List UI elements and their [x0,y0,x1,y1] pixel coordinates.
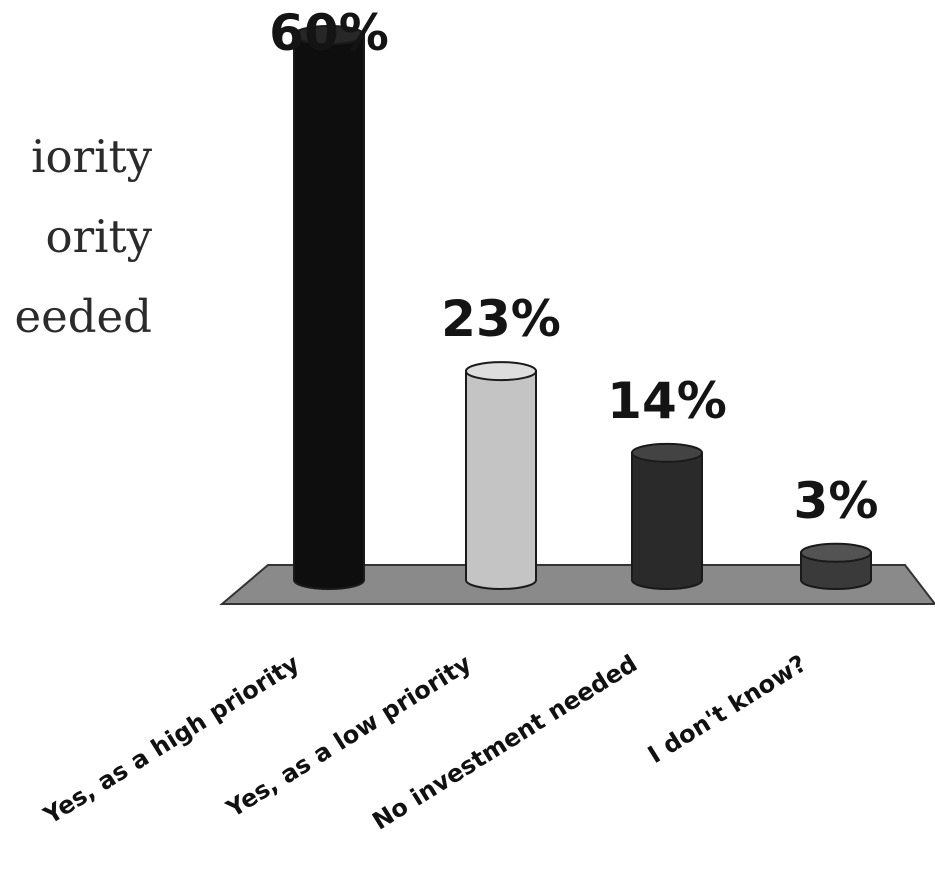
category-label-i-don-t-know: I don't know? [643,649,811,769]
bar-body [631,451,703,590]
value-label-no-investment-needed: 14% [607,372,727,430]
legend-item-low-priority: ority [45,210,152,263]
bar-yes-as-a-low-priority [465,361,537,590]
value-label-yes-as-a-high-priority: 60% [269,4,389,62]
bar-top [631,442,703,463]
value-label-i-don-t-know: 3% [794,472,879,530]
bar-no-investment-needed [631,442,703,590]
bar-body [293,34,365,590]
bar-yes-as-a-high-priority [293,25,365,590]
bar-top [293,25,365,45]
legend-item-no-investment: eeded [14,290,152,343]
legend-item-high-priority: iority [31,130,152,183]
value-label-yes-as-a-low-priority: 23% [441,290,561,348]
bars-layer [293,25,872,590]
bar-body [465,370,537,590]
category-label-no-investment-needed: No investment needed [367,649,642,835]
bar-i-don-t-know [800,542,872,590]
legend: iority ority eeded [0,118,160,358]
bar-body [800,551,872,590]
bar-top [465,361,537,382]
bar-top [800,542,872,563]
value-labels-layer: 60% 23% 14% 3% [269,4,878,530]
